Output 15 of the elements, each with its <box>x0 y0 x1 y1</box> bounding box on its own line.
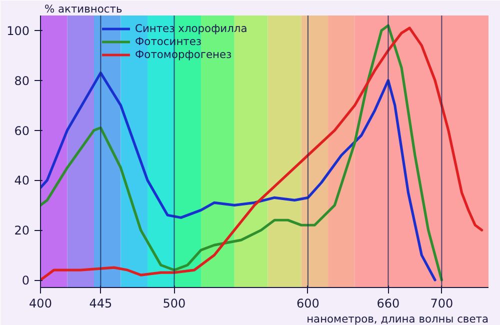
y-tick-label: 80 <box>14 74 30 88</box>
x-tick-label: 400 <box>29 296 52 310</box>
x-tick-label: 600 <box>296 296 320 310</box>
x-axis-title: нанометров, длина волны света <box>306 312 489 325</box>
x-tick-label: 660 <box>376 296 400 310</box>
x-tick-label: 445 <box>89 296 112 310</box>
y-tick-label: 40 <box>14 174 30 188</box>
x-tick-label: 700 <box>430 296 454 310</box>
y-tick-label: 60 <box>14 124 30 138</box>
x-tick-label: 500 <box>162 296 186 310</box>
y-axis-title: % активность <box>44 2 122 16</box>
y-tick-label: 20 <box>14 224 30 238</box>
y-tick-label: 0 <box>22 274 30 288</box>
line-series <box>40 72 436 282</box>
y-tick-label: 100 <box>6 24 30 38</box>
